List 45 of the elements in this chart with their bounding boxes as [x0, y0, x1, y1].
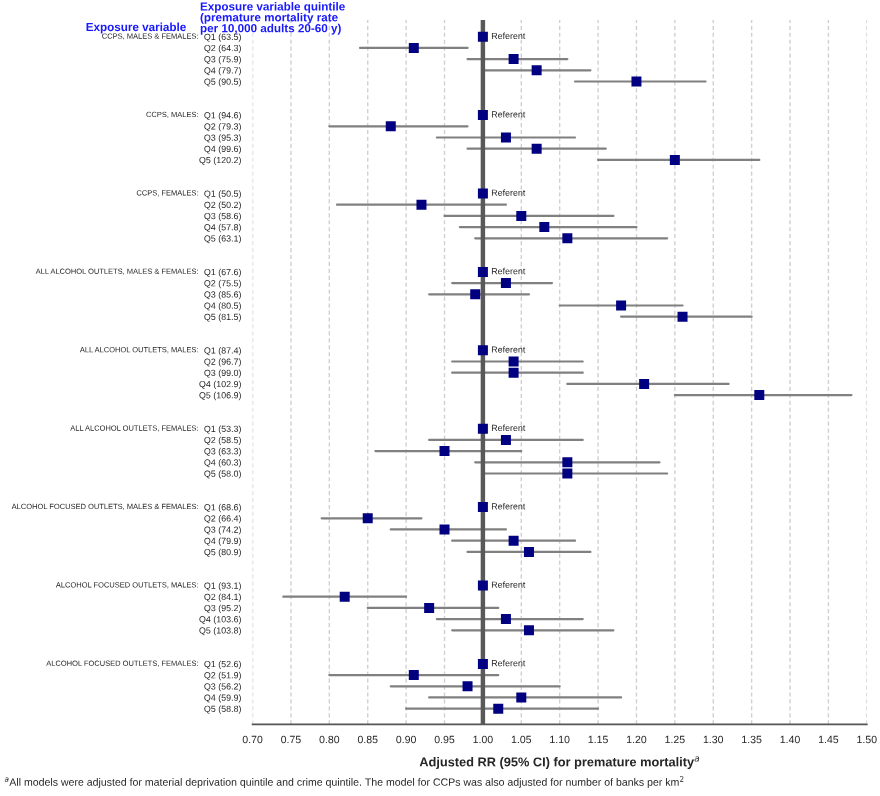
point: [669, 154, 680, 165]
point: [362, 513, 373, 524]
point: [439, 524, 450, 535]
point: [477, 502, 488, 513]
point: [439, 446, 450, 457]
point: [462, 681, 473, 692]
point: [631, 76, 642, 87]
point: [339, 591, 350, 602]
point: [508, 356, 519, 367]
point: [500, 278, 511, 289]
point: [677, 311, 688, 322]
point: [516, 210, 527, 221]
point: [562, 457, 573, 468]
point: [477, 110, 488, 121]
point: [477, 188, 488, 199]
point: [539, 222, 550, 233]
point: [500, 132, 511, 143]
point: [408, 670, 419, 681]
point: [477, 266, 488, 277]
point: [500, 434, 511, 445]
point: [754, 390, 765, 401]
point: [616, 300, 627, 311]
point: [470, 289, 481, 300]
point: [477, 31, 488, 42]
point: [523, 625, 534, 636]
point: [424, 602, 435, 613]
point: [516, 692, 527, 703]
point: [493, 703, 504, 714]
point: [508, 54, 519, 65]
point: [562, 468, 573, 479]
point: [639, 378, 650, 389]
point: [477, 423, 488, 434]
point: [531, 65, 542, 76]
point: [523, 546, 534, 557]
point: [508, 535, 519, 546]
point: [500, 614, 511, 625]
point: [508, 367, 519, 378]
point: [562, 233, 573, 244]
point: [477, 658, 488, 669]
point: [477, 580, 488, 591]
point: [531, 143, 542, 154]
point: [408, 42, 419, 53]
point: [416, 199, 427, 210]
point: [477, 345, 488, 356]
point: [385, 121, 396, 132]
